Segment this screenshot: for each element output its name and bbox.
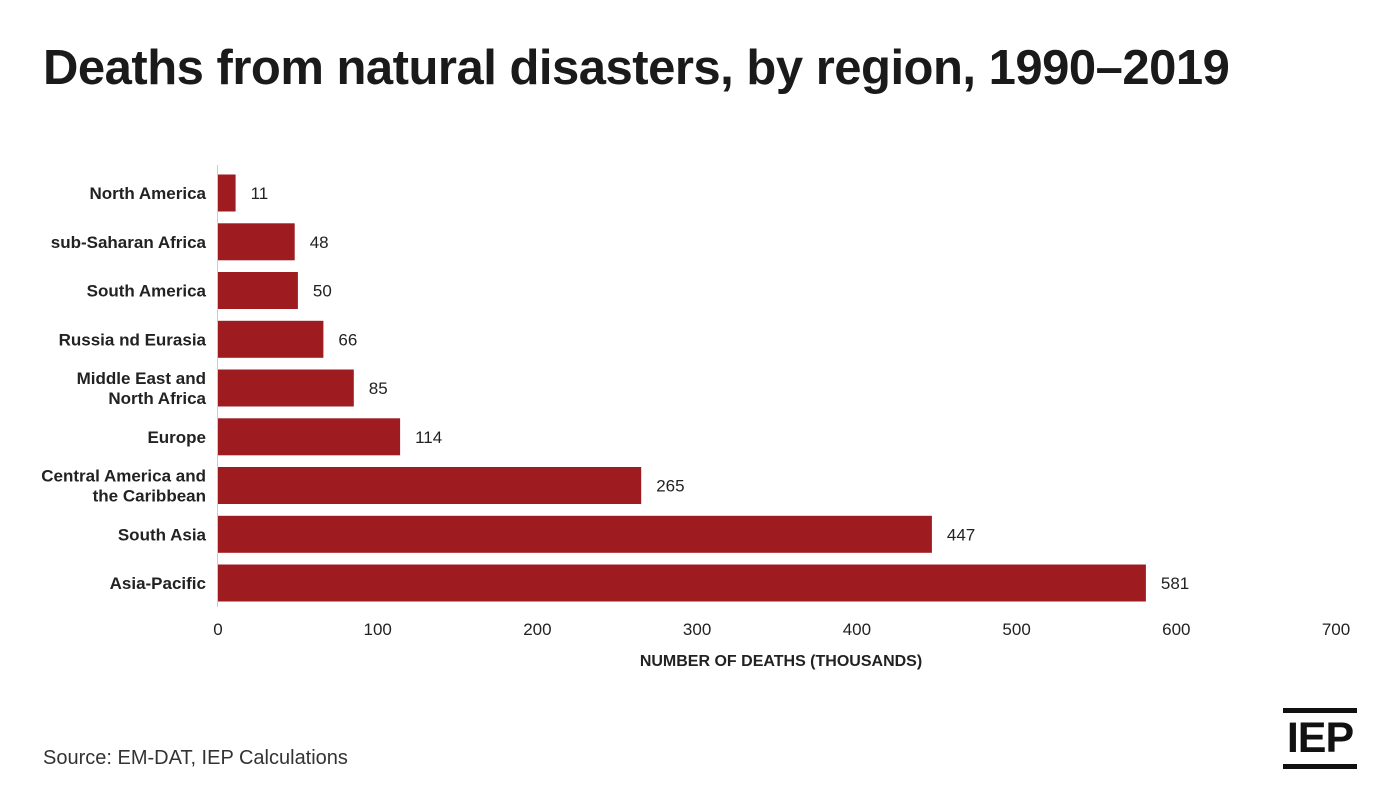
value-label: 114: [415, 428, 442, 447]
x-tick-label: 700: [1322, 620, 1350, 639]
value-label: 85: [369, 379, 388, 398]
bar: [218, 515, 932, 553]
bar: [218, 467, 642, 504]
category-label: Asia-Pacific: [110, 574, 206, 593]
bar: [218, 369, 354, 407]
x-axis-title: NUMBER OF DEATHS (THOUSANDS): [640, 653, 922, 670]
bar: [218, 272, 298, 309]
bar: [218, 320, 324, 358]
x-tick-label: 500: [1002, 620, 1030, 639]
category-label: Europe: [147, 428, 206, 447]
x-tick-label: 100: [364, 620, 392, 639]
x-tick-label: 300: [683, 620, 711, 639]
iep-logo: IEP: [1283, 708, 1357, 769]
category-label: Russia nd Eurasia: [59, 330, 207, 349]
category-label: Central America and: [41, 467, 206, 486]
x-tick-label: 400: [843, 620, 871, 639]
value-label: 11: [251, 184, 269, 203]
bar: [218, 564, 1146, 602]
category-label: South America: [87, 282, 207, 301]
category-label: sub-Saharan Africa: [51, 233, 207, 252]
category-label: the Caribbean: [93, 487, 206, 506]
bar: [218, 223, 295, 261]
x-tick-label: 0: [213, 620, 222, 639]
value-label: 581: [1161, 574, 1189, 593]
category-label: North Africa: [108, 389, 206, 408]
bar: [218, 418, 401, 456]
category-label: Middle East and: [77, 369, 206, 388]
category-label: North America: [89, 184, 206, 203]
value-label: 50: [313, 282, 332, 301]
logo-top-rule: [1283, 708, 1357, 713]
value-label: 265: [656, 477, 684, 496]
source-note: Source: EM-DAT, IEP Calculations: [43, 747, 348, 769]
logo-bottom-rule: [1283, 764, 1357, 769]
category-label: South Asia: [118, 525, 207, 544]
bar: [218, 174, 236, 212]
value-label: 48: [310, 233, 329, 252]
logo-text: IEP: [1286, 714, 1354, 762]
value-label: 447: [947, 525, 975, 544]
chart-title: Deaths from natural disasters, by region…: [43, 41, 1230, 95]
value-label: 66: [338, 330, 357, 349]
x-tick-label: 200: [523, 620, 551, 639]
x-tick-label: 600: [1162, 620, 1190, 639]
